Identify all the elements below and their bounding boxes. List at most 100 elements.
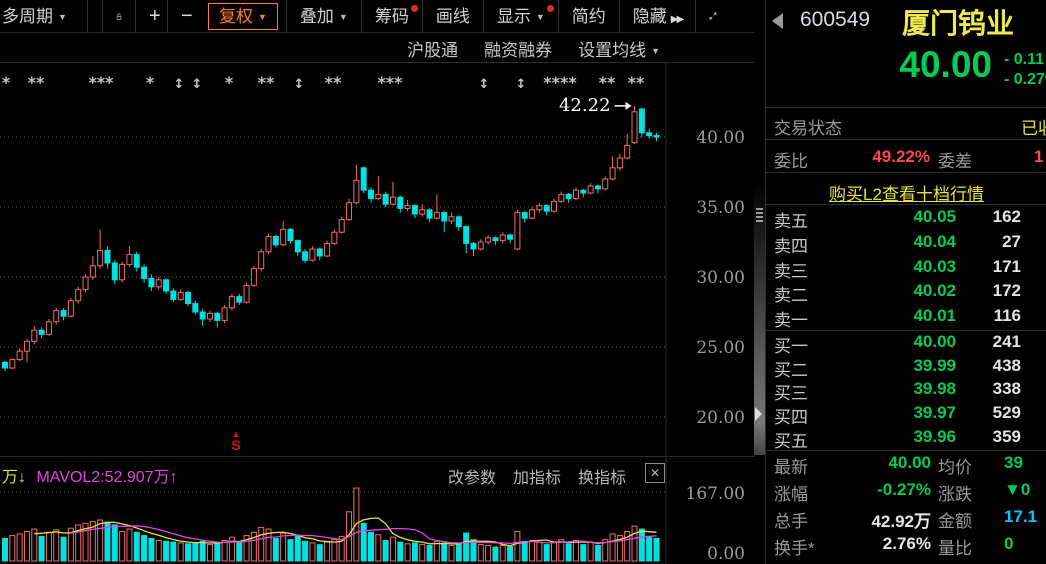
ask-row[interactable]: 卖五 40.05 162 [766,207,1046,231]
volume-bar [507,546,514,562]
volume-bar [594,544,601,562]
display-menu[interactable]: 显示 ▼ [484,0,559,33]
event-marker-icon: ↕ [479,77,490,92]
volume-bar [572,540,579,562]
stat-label: 均价 [938,458,972,477]
ma-settings-menu[interactable]: 设置均线 ▼ [578,36,660,61]
zoom-out-button[interactable]: − [181,4,193,27]
stat-value: 40.00 [888,453,931,472]
candle [155,279,162,288]
candle [97,249,104,267]
volume-bar [31,528,38,562]
stat-value: 42.92万 [871,512,931,531]
candle [580,189,587,194]
hide-label: 隐藏 [632,6,667,26]
stat-value: -0.27% [877,480,931,499]
candle [214,312,221,321]
draw-line-button[interactable]: 画线 [423,0,484,33]
stat-label: 最新 [774,458,808,477]
volume-bar [529,540,536,562]
bid-row[interactable]: 买五 39.96 359 [766,427,1046,451]
volume-bar [23,530,30,562]
ask-row[interactable]: 卖二 40.02 172 [766,281,1046,305]
candle [572,189,579,200]
event-marker-icon: ** [258,73,275,92]
buy-l2-link[interactable]: 购买L2查看十档行情 [829,185,984,204]
volume-bar [9,535,16,562]
volume-bar [45,531,52,562]
overlay-menu[interactable]: 叠加 ▼ [285,0,362,33]
candle [653,135,660,138]
ask-label: 卖四 [774,236,808,256]
period-menu[interactable]: 多周期 ▼ [0,0,88,33]
ask-row[interactable]: 卖一 40.01 116 [766,306,1046,330]
event-marker-icon: *** [377,73,403,92]
bid-row[interactable]: 买四 39.97 529 [766,403,1046,427]
back-arrow-icon[interactable] [772,13,783,29]
price-axis-tick: 30.00 [696,268,745,288]
volume-bar [616,535,623,562]
volume-unit-label: 万 [2,469,19,486]
volume-bar [485,544,492,562]
panel-splitter[interactable] [754,62,765,455]
candle [9,359,16,369]
bid-price: 39.96 [913,426,956,446]
double-chevron-right-icon: ▶▶ [670,13,684,25]
hide-button[interactable]: 隐藏 ▶▶ [620,0,697,33]
event-marker-icon: ** [325,73,342,92]
bid-row[interactable]: 买一 40.00 241 [766,332,1046,356]
candle [609,167,616,180]
volume-bar [477,544,484,562]
volume-indicator-labels: 万↓ MAVOL2:52.907万↑ [2,463,178,487]
ask-row[interactable]: 卖三 40.03 171 [766,257,1046,281]
volume-bar [426,544,433,562]
candle [199,311,206,320]
candle [60,310,67,317]
volume-bar [148,537,155,562]
bid-row[interactable]: 买二 39.99 438 [766,356,1046,380]
lock-button[interactable] [102,0,136,33]
fullscreen-button[interactable] [696,0,730,33]
divider [766,139,1046,140]
candle [433,212,440,219]
candle [302,251,309,261]
weibi-label: 委比 [774,152,808,171]
event-marker-icon: ** [628,73,645,92]
change-percent: - 0.27% [1004,71,1046,88]
volume-bar [441,542,448,562]
chips-button[interactable]: 筹码 [362,0,423,33]
candle [587,185,594,194]
stock-name: 厦门钨业 [902,8,1015,39]
volume-bar [360,522,367,562]
notification-dot [546,4,554,12]
hugutong-link[interactable]: 沪股通 [407,40,459,60]
margin-trading-link[interactable]: 融资融券 [484,40,553,60]
candle [163,279,170,292]
chevron-down-icon: ▼ [258,11,267,22]
kline-chart-canvas[interactable]: 40.00 35.00 30.00 25.00 20.00 167.00 0.00 * ** **… [0,62,755,564]
candle [206,312,213,320]
adjust-price-menu[interactable]: 复权 ▼ [208,2,278,30]
volume-bar [133,531,140,562]
candle [536,205,543,211]
switch-indicator-button[interactable]: 换指标 [578,470,627,487]
event-marker-icon: ** [599,73,616,92]
ask-label: 卖二 [774,286,808,306]
add-indicator-button[interactable]: 加指标 [513,470,562,487]
ask-row[interactable]: 卖四 40.04 27 [766,232,1046,256]
candle [368,189,374,200]
price-axis-tick: 25.00 [696,338,745,358]
candle [170,290,177,300]
simple-mode-button[interactable]: 简约 [559,0,620,33]
edit-params-button[interactable]: 改参数 [448,470,497,487]
stat-value: 0 [1004,534,1014,553]
candle [638,108,645,134]
volume-bar [543,544,550,562]
volume-bar [75,524,82,562]
candle [470,242,477,250]
close-indicator-button[interactable]: ✕ [645,463,665,483]
price-annotation: 42.22 [559,95,611,116]
zoom-in-button[interactable]: + [136,0,168,33]
volume-bar [324,541,331,562]
bid-row[interactable]: 买三 39.98 338 [766,379,1046,403]
